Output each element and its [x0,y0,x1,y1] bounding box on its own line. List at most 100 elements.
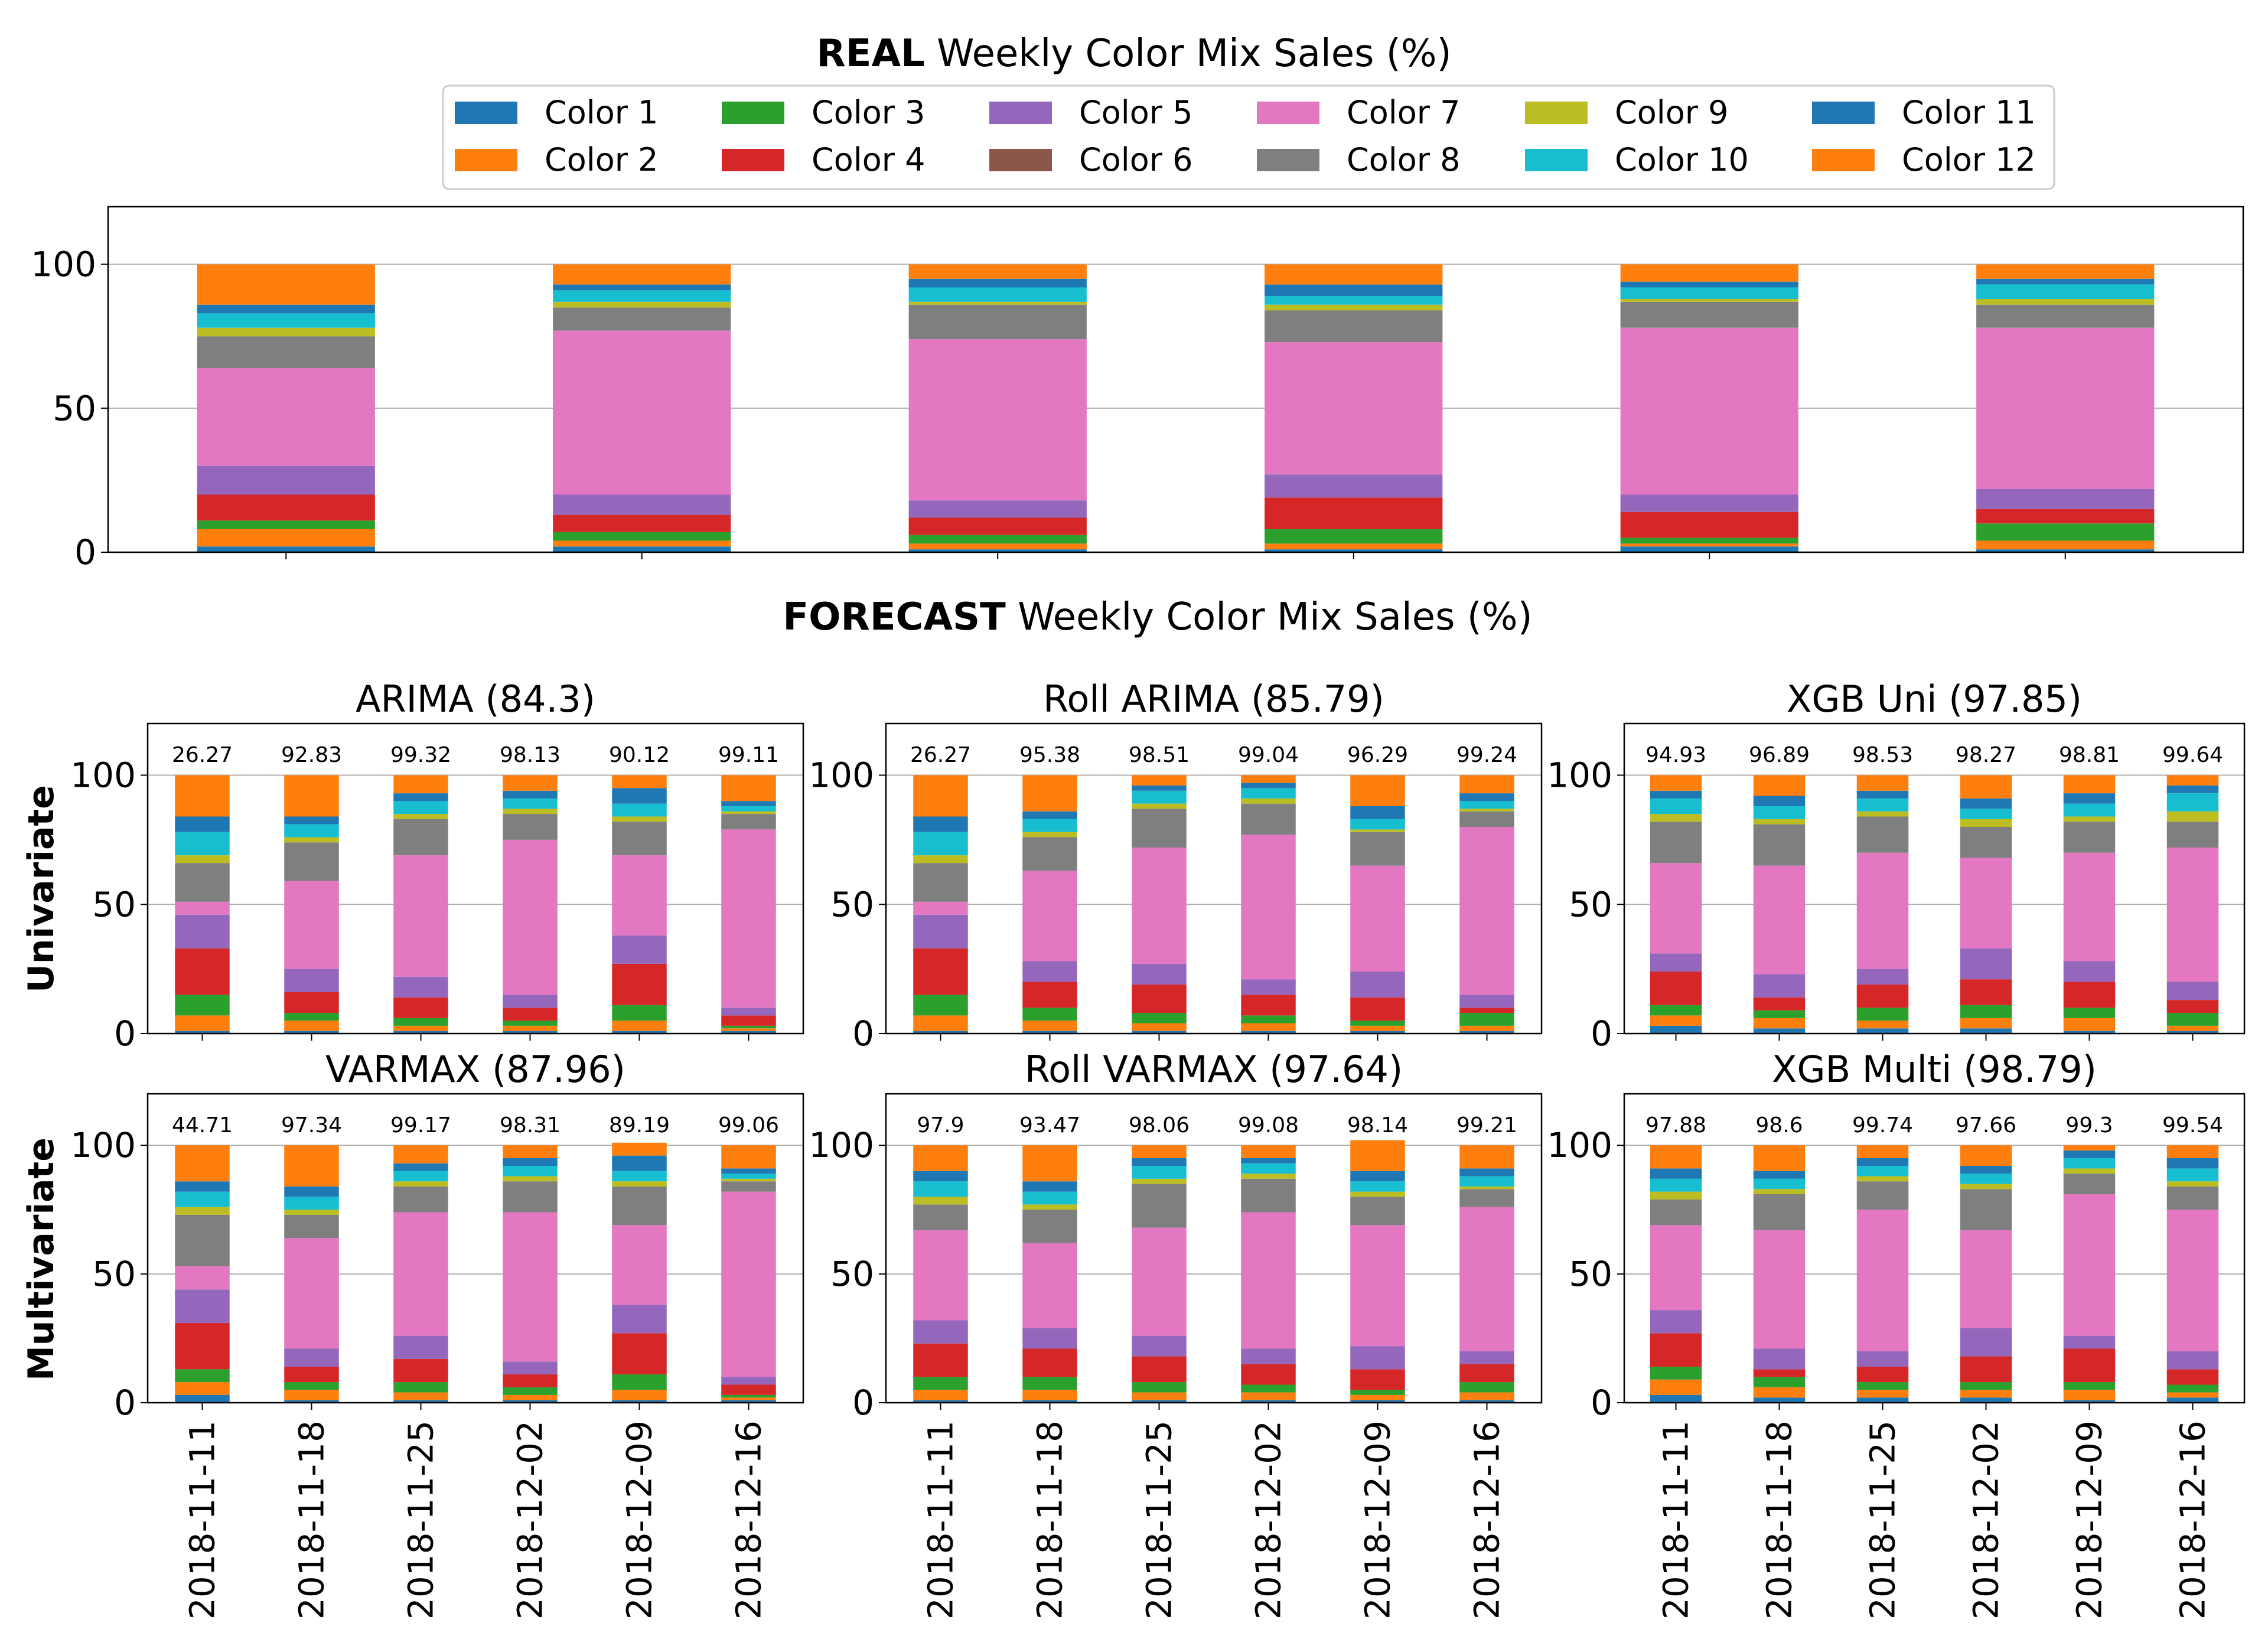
bar-color-2 [1650,1015,1702,1026]
bar-color-8 [1350,832,1405,866]
bar-color-2 [393,1392,448,1400]
bar-color-8 [1753,1194,1806,1230]
accuracy-label: 92.83 [281,743,342,767]
bar-color-8 [197,336,375,368]
bar-stack-2018-11-11 [913,775,968,1034]
bar-color-7 [393,1212,448,1336]
bar-color-3 [2166,1384,2219,1393]
bar-color-12 [1856,775,1909,791]
bar-color-3 [612,1374,667,1390]
bar-color-12 [1960,775,2012,799]
y-tick-label: 50 [830,1254,874,1294]
bar-color-11 [1960,1166,2012,1174]
accuracy-label: 94.93 [1645,743,1706,767]
bar-color-3 [1350,1021,1405,1026]
bar-color-2 [1265,543,1443,550]
bar-color-5 [1960,948,2012,980]
bar-color-3 [2166,1013,2219,1026]
bar-color-8 [2063,1174,2116,1194]
bar-color-7 [1265,342,1443,475]
accuracy-label: 93.47 [1019,1113,1080,1138]
plot-frame [1623,1093,2246,1404]
bar-color-2 [1650,1379,1702,1395]
bar-color-12 [1650,775,1702,791]
x-tick-label: 2018-12-16 [2173,1420,2213,1619]
bar-color-12 [1241,775,1296,783]
bar-color-1 [503,1031,558,1034]
bar-color-4 [175,948,230,995]
accuracy-label: 98.13 [500,743,561,767]
legend-label-color-11: Color 11 [1902,94,2036,131]
x-tick-label: 2018-12-09 [1358,1420,1398,1619]
bar-color-5 [1459,995,1514,1008]
bar-color-1 [721,1400,776,1403]
legend-label-color-10: Color 10 [1615,141,1749,178]
bar-color-3 [503,1387,558,1395]
bar-color-8 [1650,1199,1702,1226]
bar-color-4 [284,992,339,1013]
bar-color-2 [1976,540,2155,550]
bar-stack-2018-11-11 [175,1145,230,1403]
x-tick-label: 2018-11-11 [921,1420,961,1619]
bar-color-1 [1650,1394,1702,1403]
y-tick-label: 100 [1547,755,1612,796]
bar-color-12 [1132,1145,1187,1158]
bar-color-7 [1976,327,2155,489]
bar-color-11 [1856,1158,1909,1166]
accuracy-label: 96.89 [1749,743,1810,767]
bar-color-7 [1022,1243,1077,1328]
bar-color-12 [1459,1145,1514,1169]
bar-color-3 [908,535,1087,544]
bar-color-8 [1960,1189,2012,1230]
bar-color-7 [1241,835,1296,980]
bar-color-7 [1241,1212,1296,1349]
accuracy-label: 44.71 [172,1113,233,1138]
bar-color-8 [393,819,448,856]
bar-stack-2018-12-02 [1960,1145,2012,1403]
plot-frame [885,722,1543,1035]
bar-color-11 [1022,1181,1077,1192]
bar-stack-2018-12-02 [1265,264,1443,552]
bar-color-5 [1350,1346,1405,1370]
bar-color-7 [197,368,375,466]
bar-color-11 [1960,798,2012,809]
bar-stack-2018-11-25 [908,264,1087,552]
bar-color-9 [1265,304,1443,311]
bar-color-1 [1960,1028,2012,1034]
bar-color-4 [1753,1369,1806,1377]
bar-color-1 [175,1394,230,1403]
bar-color-10 [612,1171,667,1182]
bar-color-11 [612,1155,667,1171]
plot-frame [1623,722,2246,1035]
bar-color-10 [1022,819,1077,832]
bar-color-3 [612,1005,667,1021]
bar-color-11 [1350,806,1405,819]
bar-color-12 [1241,1145,1296,1158]
y-tick-label: 50 [1569,1254,1612,1294]
legend-label-color-1: Color 1 [545,94,659,131]
bar-color-1 [1459,1031,1514,1034]
bar-color-9 [503,1176,558,1182]
bar-color-10 [1132,790,1187,804]
bar-color-1 [1022,1400,1077,1403]
bar-color-9 [913,1197,968,1205]
accuracy-label: 98.31 [500,1113,561,1138]
legend-swatch-color-9 [1525,102,1588,124]
plot-frame [146,1093,804,1404]
bar-color-8 [1459,811,1514,827]
bar-color-3 [1976,523,2155,541]
bar-color-7 [2063,852,2116,962]
bar-color-9 [1459,809,1514,812]
bar-color-11 [2063,1150,2116,1158]
legend-swatch-color-6 [989,149,1052,171]
bar-color-12 [2063,775,2116,794]
bar-color-9 [503,809,558,814]
bar-color-11 [553,284,731,291]
bar-color-2 [197,529,375,547]
bar-color-5 [1650,953,1702,972]
bar-color-10 [2166,793,2219,812]
bar-stack-2018-11-25 [1856,1145,1909,1403]
bar-stack-2018-11-18 [1022,775,1077,1034]
bar-color-12 [503,775,558,791]
bar-color-8 [553,307,731,331]
